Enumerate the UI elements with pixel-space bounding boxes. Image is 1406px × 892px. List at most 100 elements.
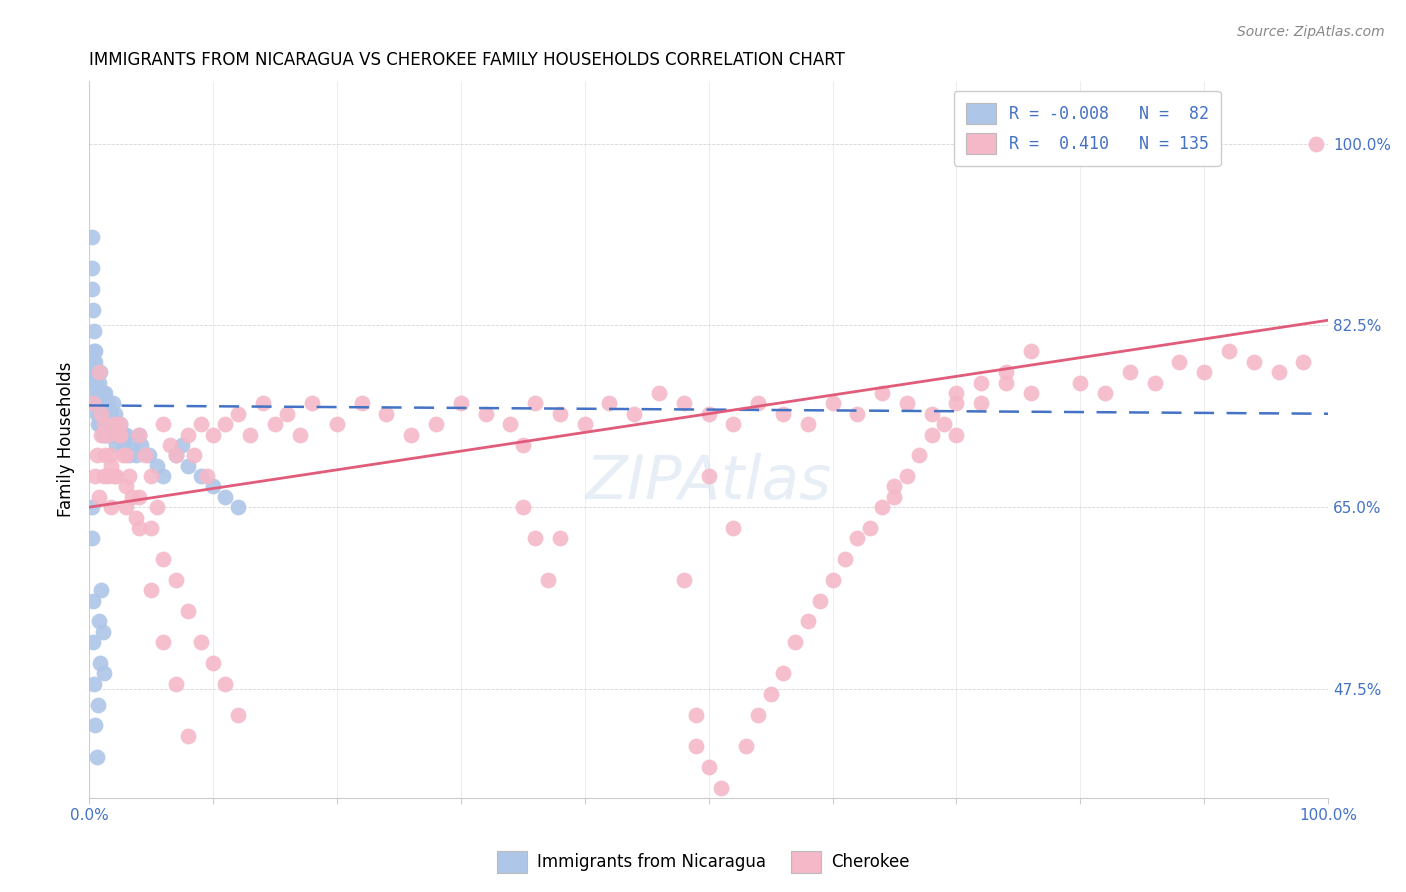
- Point: [82, 302, 104, 317]
- Point: [91, 624, 114, 639]
- Point: [177, 729, 200, 743]
- Point: [94, 448, 117, 462]
- Point: [87, 376, 110, 390]
- Point: [80, 532, 103, 546]
- Point: [97, 469, 120, 483]
- Point: [623, 407, 645, 421]
- Point: [994, 376, 1017, 390]
- Point: [474, 407, 496, 421]
- Point: [1192, 365, 1215, 379]
- Point: [159, 438, 181, 452]
- Point: [129, 438, 152, 452]
- Point: [93, 407, 115, 421]
- Point: [121, 490, 143, 504]
- Point: [86, 386, 108, 401]
- Point: [350, 396, 373, 410]
- Point: [685, 708, 707, 723]
- Point: [115, 500, 138, 515]
- Point: [759, 687, 782, 701]
- Point: [146, 458, 169, 473]
- Point: [201, 479, 224, 493]
- Point: [89, 396, 111, 410]
- Point: [84, 344, 107, 359]
- Point: [139, 521, 162, 535]
- Point: [93, 417, 115, 431]
- Point: [734, 739, 756, 753]
- Point: [86, 407, 108, 421]
- Point: [772, 666, 794, 681]
- Point: [425, 417, 447, 431]
- Point: [821, 573, 844, 587]
- Point: [1143, 376, 1166, 390]
- Point: [1305, 136, 1327, 151]
- Point: [846, 407, 869, 421]
- Point: [152, 635, 174, 649]
- Point: [84, 469, 107, 483]
- Point: [524, 396, 547, 410]
- Point: [125, 448, 148, 462]
- Point: [165, 448, 187, 462]
- Point: [512, 438, 534, 452]
- Point: [84, 718, 107, 732]
- Point: [994, 365, 1017, 379]
- Point: [859, 521, 882, 535]
- Point: [87, 698, 110, 712]
- Point: [796, 615, 818, 629]
- Point: [499, 417, 522, 431]
- Point: [672, 573, 695, 587]
- Point: [104, 407, 127, 421]
- Point: [98, 407, 121, 421]
- Point: [97, 396, 120, 410]
- Point: [252, 396, 274, 410]
- Point: [1019, 344, 1042, 359]
- Point: [97, 417, 120, 431]
- Point: [152, 469, 174, 483]
- Point: [1094, 386, 1116, 401]
- Point: [697, 469, 720, 483]
- Point: [111, 448, 134, 462]
- Point: [821, 396, 844, 410]
- Text: Source: ZipAtlas.com: Source: ZipAtlas.com: [1237, 25, 1385, 39]
- Point: [896, 469, 918, 483]
- Point: [118, 469, 141, 483]
- Point: [89, 386, 111, 401]
- Point: [288, 427, 311, 442]
- Point: [226, 500, 249, 515]
- Point: [177, 427, 200, 442]
- Point: [932, 417, 955, 431]
- Point: [93, 469, 115, 483]
- Point: [183, 448, 205, 462]
- Point: [1243, 355, 1265, 369]
- Point: [97, 427, 120, 442]
- Point: [90, 396, 112, 410]
- Point: [115, 479, 138, 493]
- Point: [90, 427, 112, 442]
- Point: [574, 417, 596, 431]
- Point: [146, 500, 169, 515]
- Point: [276, 407, 298, 421]
- Point: [970, 376, 993, 390]
- Point: [772, 407, 794, 421]
- Point: [672, 396, 695, 410]
- Point: [326, 417, 349, 431]
- Y-axis label: Family Households: Family Households: [58, 362, 75, 517]
- Point: [301, 396, 323, 410]
- Point: [82, 376, 104, 390]
- Point: [125, 510, 148, 524]
- Point: [883, 490, 905, 504]
- Point: [685, 739, 707, 753]
- Point: [548, 532, 571, 546]
- Point: [524, 532, 547, 546]
- Point: [84, 376, 107, 390]
- Point: [90, 583, 112, 598]
- Point: [870, 386, 893, 401]
- Point: [80, 500, 103, 515]
- Point: [90, 386, 112, 401]
- Point: [747, 708, 769, 723]
- Point: [108, 427, 131, 442]
- Point: [112, 438, 135, 452]
- Point: [1019, 386, 1042, 401]
- Point: [100, 458, 122, 473]
- Point: [710, 780, 733, 795]
- Point: [87, 365, 110, 379]
